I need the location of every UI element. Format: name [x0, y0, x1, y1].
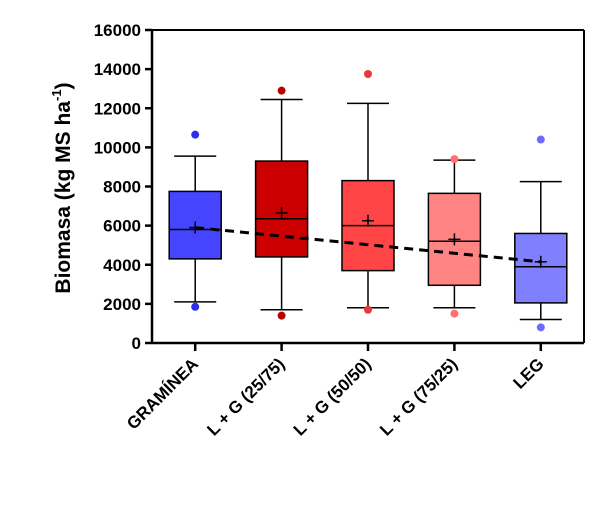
- y-axis-title-main: Biomasa (kg MS ha: [52, 101, 75, 294]
- x-tick-label: GRAMÍNEA: [123, 354, 202, 433]
- y-tick-label: 12000: [94, 99, 141, 118]
- outlier-point: [364, 70, 372, 79]
- y-tick-label: 6000: [103, 217, 141, 236]
- x-tick-label: LEG: [509, 354, 547, 392]
- x-tick-label: L + G (50/50): [290, 354, 375, 439]
- outlier-point: [277, 311, 286, 320]
- y-tick-label: 4000: [103, 256, 141, 275]
- y-tick-label: 14000: [94, 60, 141, 79]
- plot-area: 0 2000 4000 6000 8000 10000 12000 14000 16000 GRA…: [94, 21, 585, 439]
- y-axis-label: Biomasa (kg MS ha-1): [49, 82, 75, 293]
- y-axis-title-close: ): [52, 82, 75, 89]
- outlier-point: [536, 323, 545, 332]
- y-tick-label: 0: [132, 334, 141, 353]
- box-4: [514, 232, 568, 304]
- outlier-point: [364, 305, 372, 314]
- y-tick-label: 16000: [94, 21, 141, 40]
- x-tick-label: L + G (25/75): [203, 354, 288, 439]
- outlier-point: [450, 309, 459, 318]
- y-tick-label: 10000: [94, 138, 141, 157]
- outlier-point: [191, 302, 200, 311]
- y-tick-label: 8000: [103, 178, 141, 197]
- x-tick-label: L + G (75/25): [376, 354, 461, 439]
- y-tick-label: 2000: [103, 295, 141, 314]
- outlier-point: [277, 86, 286, 95]
- y-axis-title-superscript: -1: [49, 89, 64, 101]
- outlier-point: [450, 155, 459, 164]
- outlier-point: [536, 135, 545, 144]
- y-axis-title: Biomasa (kg MS ha-1): [49, 82, 75, 293]
- outlier-point: [191, 130, 200, 139]
- trend-line: [195, 226, 541, 264]
